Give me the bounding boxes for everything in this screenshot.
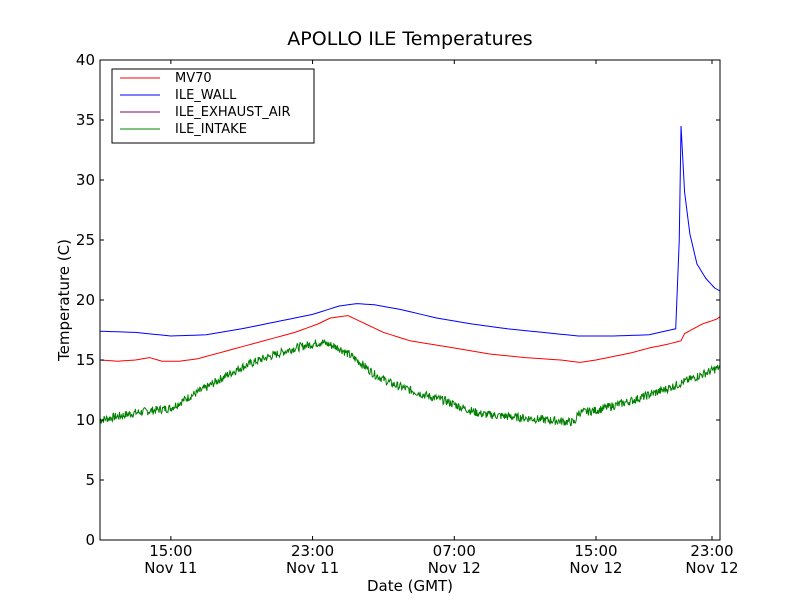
y-tick-label: 0 — [85, 531, 95, 549]
y-tick-label: 15 — [76, 351, 95, 369]
y-axis: 0 5 10 15 20 25 30 35 40 — [76, 51, 720, 549]
x-axis-label: Date (GMT) — [367, 577, 453, 595]
x-tick-label-date: Nov 12 — [569, 559, 622, 577]
y-tick-label: 5 — [85, 471, 95, 489]
x-tick-label-time: 07:00 — [433, 542, 476, 560]
y-tick-label: 20 — [76, 291, 95, 309]
x-tick-label-date: Nov 11 — [144, 559, 197, 577]
legend-label: MV70 — [175, 71, 212, 86]
legend: MV70 ILE_WALL ILE_EXHAUST_AIR ILE_INTAKE — [111, 68, 315, 144]
x-tick-label-time: 15:00 — [149, 542, 192, 560]
x-tick-label-time: 23:00 — [291, 542, 334, 560]
series-line-ile-intake — [100, 339, 720, 427]
y-tick-label: 35 — [76, 111, 95, 129]
legend-label: ILE_EXHAUST_AIR — [175, 105, 291, 120]
x-tick-label-time: 23:00 — [690, 542, 733, 560]
legend-label: ILE_INTAKE — [175, 122, 247, 137]
y-tick-label: 10 — [76, 411, 95, 429]
x-tick-label-time: 15:00 — [574, 542, 617, 560]
series-lines — [100, 125, 720, 427]
y-tick-label: 40 — [76, 51, 95, 69]
y-axis-label: Temperature (C) — [55, 239, 73, 362]
legend-box — [111, 68, 315, 144]
legend-label: ILE_WALL — [175, 88, 237, 103]
y-tick-label: 30 — [76, 171, 95, 189]
y-tick-label: 25 — [76, 231, 95, 249]
x-tick-label-date: Nov 12 — [428, 559, 481, 577]
x-tick-label-date: Nov 12 — [685, 559, 738, 577]
series-line-ile-wall — [100, 125, 720, 337]
x-tick-label-date: Nov 11 — [286, 559, 339, 577]
series-line-mv70 — [100, 315, 720, 363]
chart-title: APOLLO ILE Temperatures — [287, 28, 532, 50]
